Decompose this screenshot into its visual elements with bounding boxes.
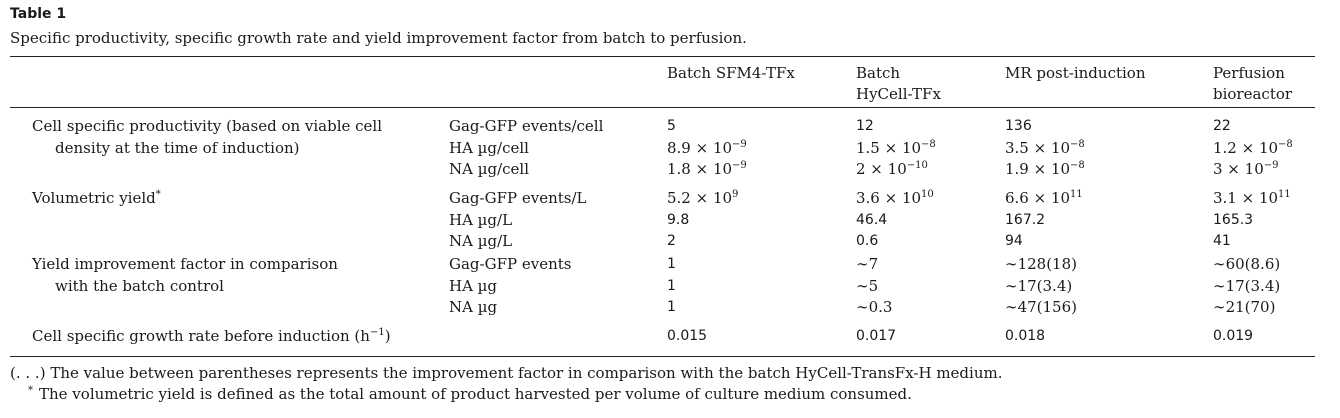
table-caption: Specific productivity, specific growth r…	[10, 29, 747, 47]
table-cell: 94	[1005, 233, 1023, 249]
table-cell: 0.015	[667, 328, 708, 344]
exponent: 11	[1070, 189, 1083, 200]
table-cell: 9.8	[667, 211, 690, 228]
table-cell: 2 × 10−10	[856, 160, 928, 178]
exponent: 10	[921, 189, 934, 200]
row-unit-label: Gag-GFP events/L	[449, 189, 587, 207]
row-unit-label: NA µg/cell	[449, 160, 530, 178]
table-cell: ∼47(156)	[1005, 298, 1077, 316]
row-unit-label: Gag-GFP events	[449, 255, 572, 273]
table-cell: 165.3	[1213, 211, 1254, 228]
column-header: MR post-induction	[1005, 63, 1146, 84]
exponent: 11	[1278, 189, 1291, 200]
table-cell: 1	[667, 256, 676, 272]
table-cell: ∼21(70)	[1213, 298, 1276, 316]
table-label: Table 1	[10, 6, 67, 22]
table-cell: 0.019	[1213, 328, 1254, 344]
row-group-label: Volumetric yield*	[32, 189, 161, 207]
table-cell: 1	[667, 277, 676, 294]
exponent: 9	[732, 189, 739, 200]
row-unit-label: HA µg/cell	[449, 138, 529, 157]
exponent: −8	[1278, 138, 1293, 150]
label-superscript: *	[155, 189, 161, 200]
exponent: −9	[1263, 160, 1279, 171]
exponent: −9	[732, 160, 747, 171]
column-header: Batch SFM4-TFx	[667, 63, 795, 84]
table-cell: 5.2 × 109	[667, 189, 739, 207]
column-header-line: bioreactor	[1213, 85, 1293, 103]
table-cell: 1.9 × 10−8	[1005, 160, 1085, 178]
table-cell: 0.018	[1005, 328, 1046, 344]
table-cell: 1.5 × 10−8	[856, 138, 936, 157]
table-cell: 8.9 × 10−9	[667, 138, 747, 157]
table-cell: ∼60(8.6)	[1213, 255, 1281, 273]
exponent: −8	[921, 138, 936, 150]
row-group-label: with the batch control	[55, 276, 224, 295]
table-cell: 3.6 × 1010	[856, 189, 934, 207]
table-cell: ∼17(3.4)	[1005, 276, 1073, 295]
table-cell: 41	[1213, 233, 1231, 249]
table-cell: 3.1 × 1011	[1213, 189, 1291, 207]
table-cell: ∼7	[856, 255, 879, 273]
table-cell: 3.5 × 10−8	[1005, 138, 1085, 157]
row-unit-label: NA µg/L	[449, 232, 513, 250]
exponent: −10	[906, 160, 928, 171]
table-cell: ∼17(3.4)	[1213, 276, 1281, 295]
footnote: * The volumetric yield is defined as the …	[28, 385, 912, 403]
column-header-line: Perfusion	[1213, 64, 1285, 82]
exponent: −8	[1070, 138, 1085, 150]
row-unit-label: HA µg/L	[449, 210, 513, 229]
top-rule	[10, 56, 1315, 57]
table-cell: ∼0.3	[856, 298, 893, 316]
column-header: Perfusion bioreactor	[1213, 63, 1292, 105]
exponent: −9	[732, 138, 747, 150]
footnote-mark: *	[28, 385, 33, 396]
table-cell: 136	[1005, 118, 1032, 134]
column-header-line: HyCell-TFx	[856, 85, 941, 103]
bottom-rule	[10, 356, 1315, 357]
row-group-label: Cell specific growth rate before inducti…	[32, 327, 391, 345]
table-cell: ∼5	[856, 276, 879, 295]
column-header-line: Batch SFM4-TFx	[667, 64, 795, 82]
exponent: −8	[1070, 160, 1085, 171]
table-cell: 12	[856, 118, 874, 134]
header-rule	[10, 107, 1315, 108]
table-cell: 3 × 10−9	[1213, 160, 1279, 178]
table-cell: 2	[667, 233, 676, 249]
table-cell: 5	[667, 118, 676, 134]
table-cell: 167.2	[1005, 211, 1046, 228]
label-superscript: −1	[369, 327, 385, 338]
table-cell: 1.2 × 10−8	[1213, 138, 1293, 157]
table-cell: ∼128(18)	[1005, 255, 1077, 273]
column-header-line: MR post-induction	[1005, 64, 1146, 82]
footnote: (. . .) The value between parentheses re…	[10, 364, 1003, 382]
table-cell: 0.6	[856, 233, 879, 249]
table-cell: 0.017	[856, 328, 897, 344]
row-unit-label: HA µg	[449, 276, 498, 295]
row-group-label: density at the time of induction)	[55, 138, 300, 157]
table-cell: 1.8 × 10−9	[667, 160, 747, 178]
table-cell: 6.6 × 1011	[1005, 189, 1083, 207]
row-group-label: Cell specific productivity (based on via…	[32, 117, 383, 135]
column-header: Batch HyCell-TFx	[856, 63, 941, 105]
column-header-line: Batch	[856, 64, 901, 82]
table-cell: 46.4	[856, 211, 888, 228]
row-group-label: Yield improvement factor in comparison	[32, 255, 338, 273]
row-unit-label: NA µg	[449, 298, 498, 316]
table-cell: 22	[1213, 118, 1231, 134]
row-unit-label: Gag-GFP events/cell	[449, 117, 604, 135]
table-cell: 1	[667, 299, 676, 315]
